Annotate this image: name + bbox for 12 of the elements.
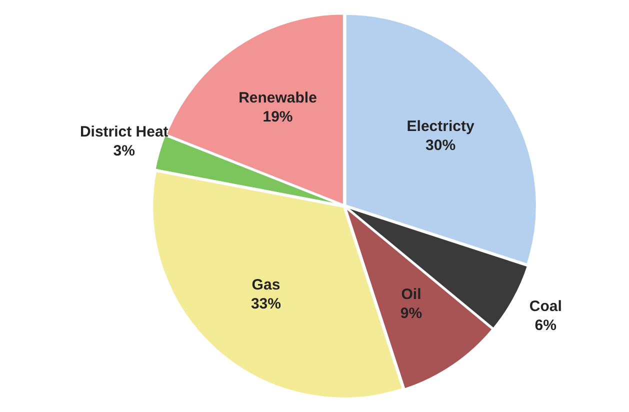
- data-label: 19%: [262, 108, 293, 126]
- slice-label: Oil: [401, 286, 422, 303]
- slice-label: Renewable: [238, 89, 317, 106]
- data-label: 3%: [113, 142, 135, 160]
- data-label: 9%: [400, 304, 422, 322]
- slice-label: District Heat: [80, 124, 168, 141]
- slice-label: Gas: [252, 276, 280, 294]
- slice-label: Electricty: [406, 118, 475, 135]
- data-label: 6%: [534, 317, 556, 334]
- data-label: 30%: [426, 136, 456, 154]
- data-label: 33%: [250, 296, 281, 313]
- slice-label: Coal: [529, 298, 562, 316]
